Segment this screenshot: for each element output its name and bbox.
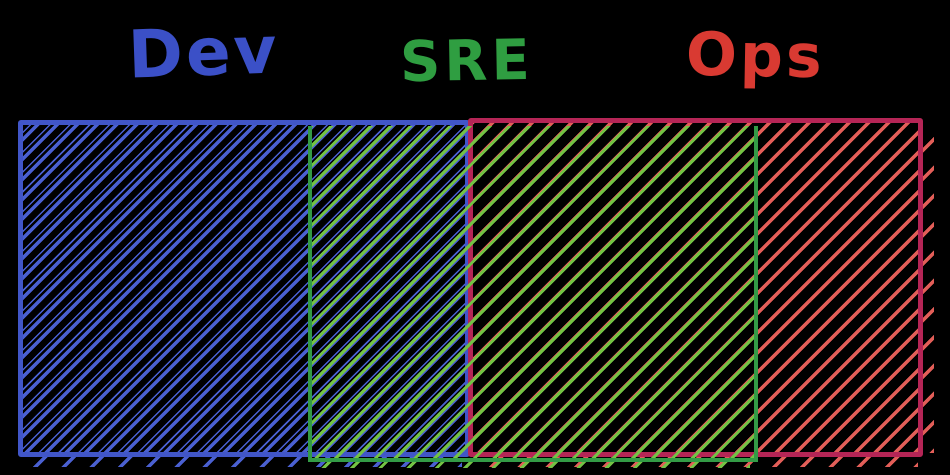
sre-set-rectangle: [308, 126, 758, 462]
sre-hatch-overflow-ticks: [320, 462, 750, 468]
ops-label: Ops: [685, 19, 826, 93]
dev-hatch-overflow-ticks: [30, 457, 462, 467]
ops-hatch-overflow-ticks-right: [923, 135, 934, 453]
dev-label: Dev: [126, 11, 281, 94]
sre-label: SRE: [399, 27, 535, 96]
